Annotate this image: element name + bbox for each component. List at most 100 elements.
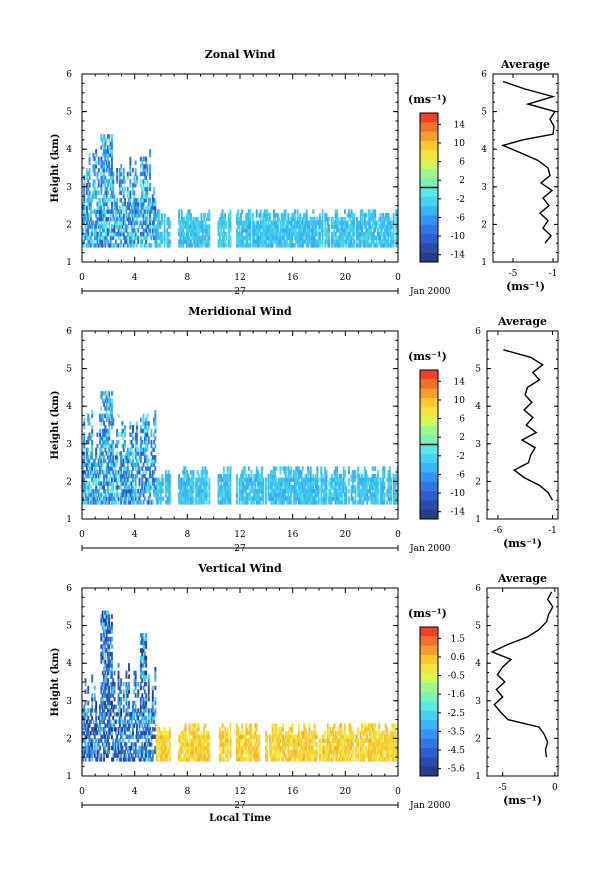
heatmap-cell xyxy=(108,700,111,706)
heatmap-cell xyxy=(341,243,344,248)
heatmap-cell xyxy=(168,220,171,225)
heatmap-cell xyxy=(303,213,306,218)
heatmap-cell xyxy=(193,228,196,233)
heatmap-cell xyxy=(392,243,395,248)
heatmap-cell xyxy=(187,481,190,486)
heatmap-cell xyxy=(336,473,338,479)
heatmap-cell xyxy=(95,481,98,486)
heatmap-cell xyxy=(222,485,225,490)
heatmap-cell xyxy=(129,473,132,479)
heatmap-cell xyxy=(395,220,398,225)
heatmap-cell xyxy=(137,462,140,467)
heatmap-cell xyxy=(88,175,91,180)
heatmap-cell xyxy=(113,205,116,210)
heatmap-cell xyxy=(205,488,208,494)
heatmap-cell xyxy=(200,213,203,218)
heatmap-cell xyxy=(192,228,195,233)
heatmap-cell xyxy=(258,481,261,486)
heatmap-cell xyxy=(348,488,350,494)
heatmap-cell xyxy=(84,500,87,505)
heatmap-cell xyxy=(254,496,257,501)
heatmap-cell xyxy=(351,477,354,482)
heatmap-cell xyxy=(217,496,220,501)
heatmap-cell xyxy=(146,488,149,494)
heatmap-cell xyxy=(91,410,94,415)
heatmap-cell xyxy=(321,500,324,505)
heatmap-cell xyxy=(370,228,373,233)
heatmap-cell xyxy=(83,738,86,743)
heatmap-cell xyxy=(149,243,151,248)
colorbar-band xyxy=(420,187,438,198)
heatmap-cell xyxy=(300,243,303,248)
heatmap-cell xyxy=(341,485,344,490)
heatmap-cell xyxy=(101,708,104,713)
heatmap-cell xyxy=(95,723,98,728)
heatmap-cell xyxy=(108,402,111,407)
heatmap-cell xyxy=(84,485,87,490)
heatmap-cell xyxy=(104,704,107,709)
heatmap-cell xyxy=(296,470,299,475)
heatmap-cell xyxy=(251,216,254,222)
heatmap-cell xyxy=(151,455,154,460)
heatmap-cell xyxy=(83,239,86,244)
heatmap-cell xyxy=(283,481,286,486)
heatmap-cell xyxy=(117,678,120,683)
heatmap-cell xyxy=(104,693,107,698)
heatmap-cell xyxy=(167,485,170,490)
heatmap-cell xyxy=(139,156,142,162)
heatmap-cell xyxy=(101,228,104,233)
heatmap-cell xyxy=(337,485,340,490)
heatmap-cell xyxy=(305,235,308,241)
heatmap-cell xyxy=(382,239,385,244)
heatmap-cell xyxy=(161,496,163,501)
heatmap-cell xyxy=(122,473,125,479)
heatmap-cell xyxy=(276,243,279,248)
heatmap-cell xyxy=(367,224,370,229)
heatmap-cell xyxy=(242,477,245,482)
heatmap-cell xyxy=(390,231,392,237)
heatmap-cell xyxy=(363,213,366,218)
heatmap-cell xyxy=(112,213,115,218)
heatmap-cell xyxy=(247,220,250,225)
heatmap-cell xyxy=(117,685,120,691)
heatmap-cell xyxy=(137,496,140,501)
heatmap-cell xyxy=(228,488,230,494)
heatmap-cell xyxy=(243,224,246,229)
heatmap-cell xyxy=(236,496,238,501)
heatmap-cell xyxy=(226,473,229,479)
heatmap-cell xyxy=(132,753,134,758)
heatmap-cell xyxy=(309,473,312,479)
heatmap-cell xyxy=(355,220,358,225)
heatmap-cell xyxy=(258,496,261,501)
heatmap-cell xyxy=(275,228,278,233)
heatmap-cell xyxy=(191,481,194,486)
heatmap-cell xyxy=(279,477,282,482)
heatmap-cell xyxy=(103,402,105,407)
heatmap-cell xyxy=(124,715,126,721)
heatmap-cell xyxy=(128,216,130,222)
heatmap-cell xyxy=(103,689,105,694)
heatmap-cell xyxy=(113,723,116,728)
heatmap-cell xyxy=(103,757,105,762)
heatmap-cell xyxy=(225,224,228,229)
heatmap-cell xyxy=(128,201,130,207)
heatmap-cell xyxy=(294,485,296,490)
heatmap-cell xyxy=(112,455,115,460)
heatmap-cell xyxy=(228,220,230,225)
heatmap-cell xyxy=(121,745,124,751)
heatmap-cell xyxy=(99,447,101,452)
heatmap-cell xyxy=(241,477,244,482)
heatmap-cell xyxy=(245,492,248,498)
heatmap-cell xyxy=(191,496,194,501)
heatmap-cell xyxy=(292,243,295,248)
heatmap-cell xyxy=(133,462,136,467)
heatmap-cell xyxy=(247,481,250,486)
heatmap-cell xyxy=(296,492,299,498)
heatmap-cell xyxy=(103,470,105,475)
heatmap-cell xyxy=(164,477,167,482)
heatmap-cell xyxy=(134,704,137,709)
heatmap-cell xyxy=(247,231,250,237)
heatmap-cell xyxy=(93,186,96,192)
heatmap-cell xyxy=(116,753,119,758)
heatmap-cell xyxy=(118,723,121,728)
